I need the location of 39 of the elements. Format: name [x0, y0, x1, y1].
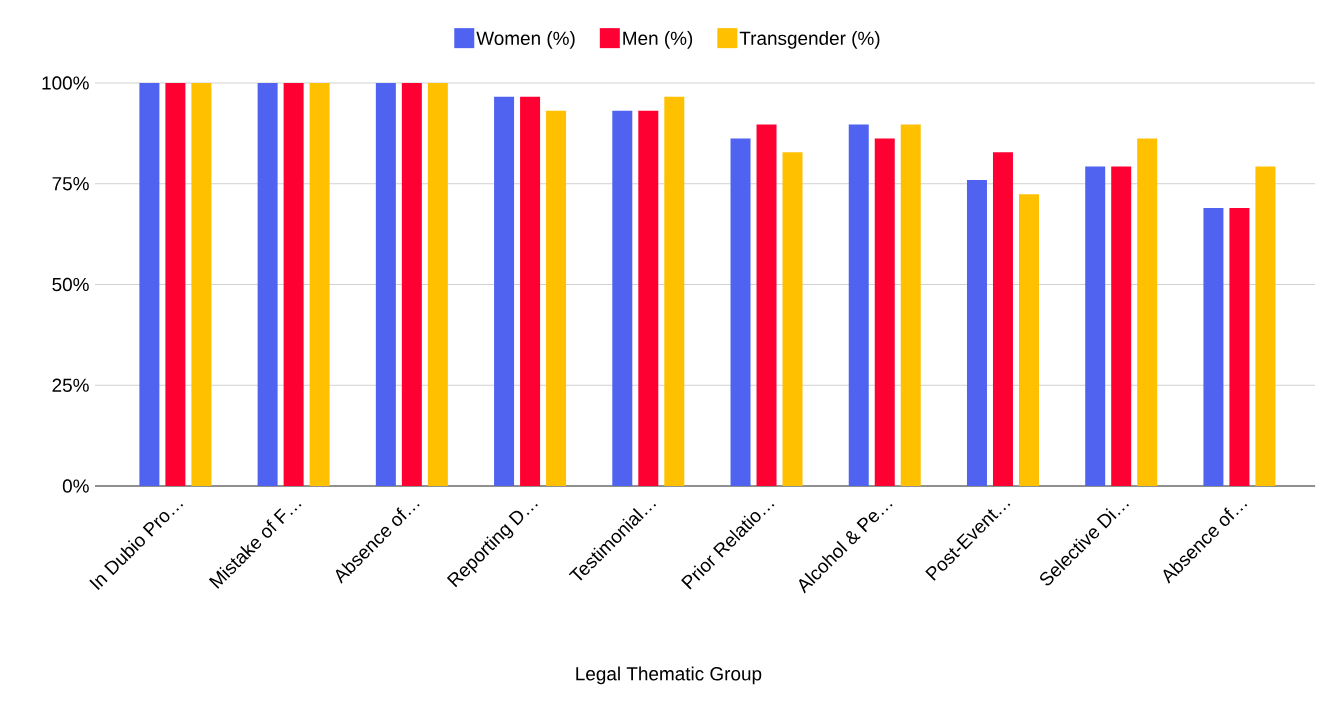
- bar: [782, 152, 803, 486]
- x-axis-title: Legal Thematic Group: [576, 666, 762, 685]
- bar: [546, 110, 567, 486]
- bar: [966, 180, 987, 486]
- bar: [139, 83, 160, 486]
- bar: [309, 83, 330, 486]
- bar: [427, 83, 448, 486]
- legend-label: Transgender (%): [739, 31, 880, 49]
- y-tick-label: 25%: [52, 378, 89, 392]
- bar: [1137, 138, 1158, 486]
- bar: [612, 110, 633, 486]
- bar: [900, 124, 921, 486]
- bar: [874, 138, 895, 486]
- bar: [1111, 166, 1132, 486]
- y-tick-label: 50%: [52, 277, 89, 292]
- bar: [664, 96, 685, 486]
- bar: [520, 96, 541, 486]
- bar: [1203, 207, 1224, 486]
- bar: [1229, 207, 1250, 486]
- bar: [638, 110, 659, 486]
- bar: [375, 83, 396, 486]
- bar: [848, 124, 869, 486]
- legend-label: Women (%): [476, 31, 575, 49]
- bar: [992, 152, 1013, 486]
- y-tick-label: 0%: [62, 479, 89, 493]
- bar: [1018, 194, 1039, 486]
- bar: [730, 138, 751, 486]
- legend-label: Men (%): [623, 31, 693, 49]
- bar: [1255, 166, 1276, 486]
- bar: [191, 83, 212, 486]
- y-tick-label: 75%: [52, 177, 89, 191]
- bar: [257, 83, 278, 486]
- y-tick-label: 100%: [42, 76, 89, 90]
- bar: [165, 83, 186, 486]
- bar: [1085, 166, 1106, 486]
- bar: [401, 83, 422, 486]
- bar: [494, 96, 515, 486]
- bar: [283, 83, 304, 486]
- bar: [756, 124, 777, 486]
